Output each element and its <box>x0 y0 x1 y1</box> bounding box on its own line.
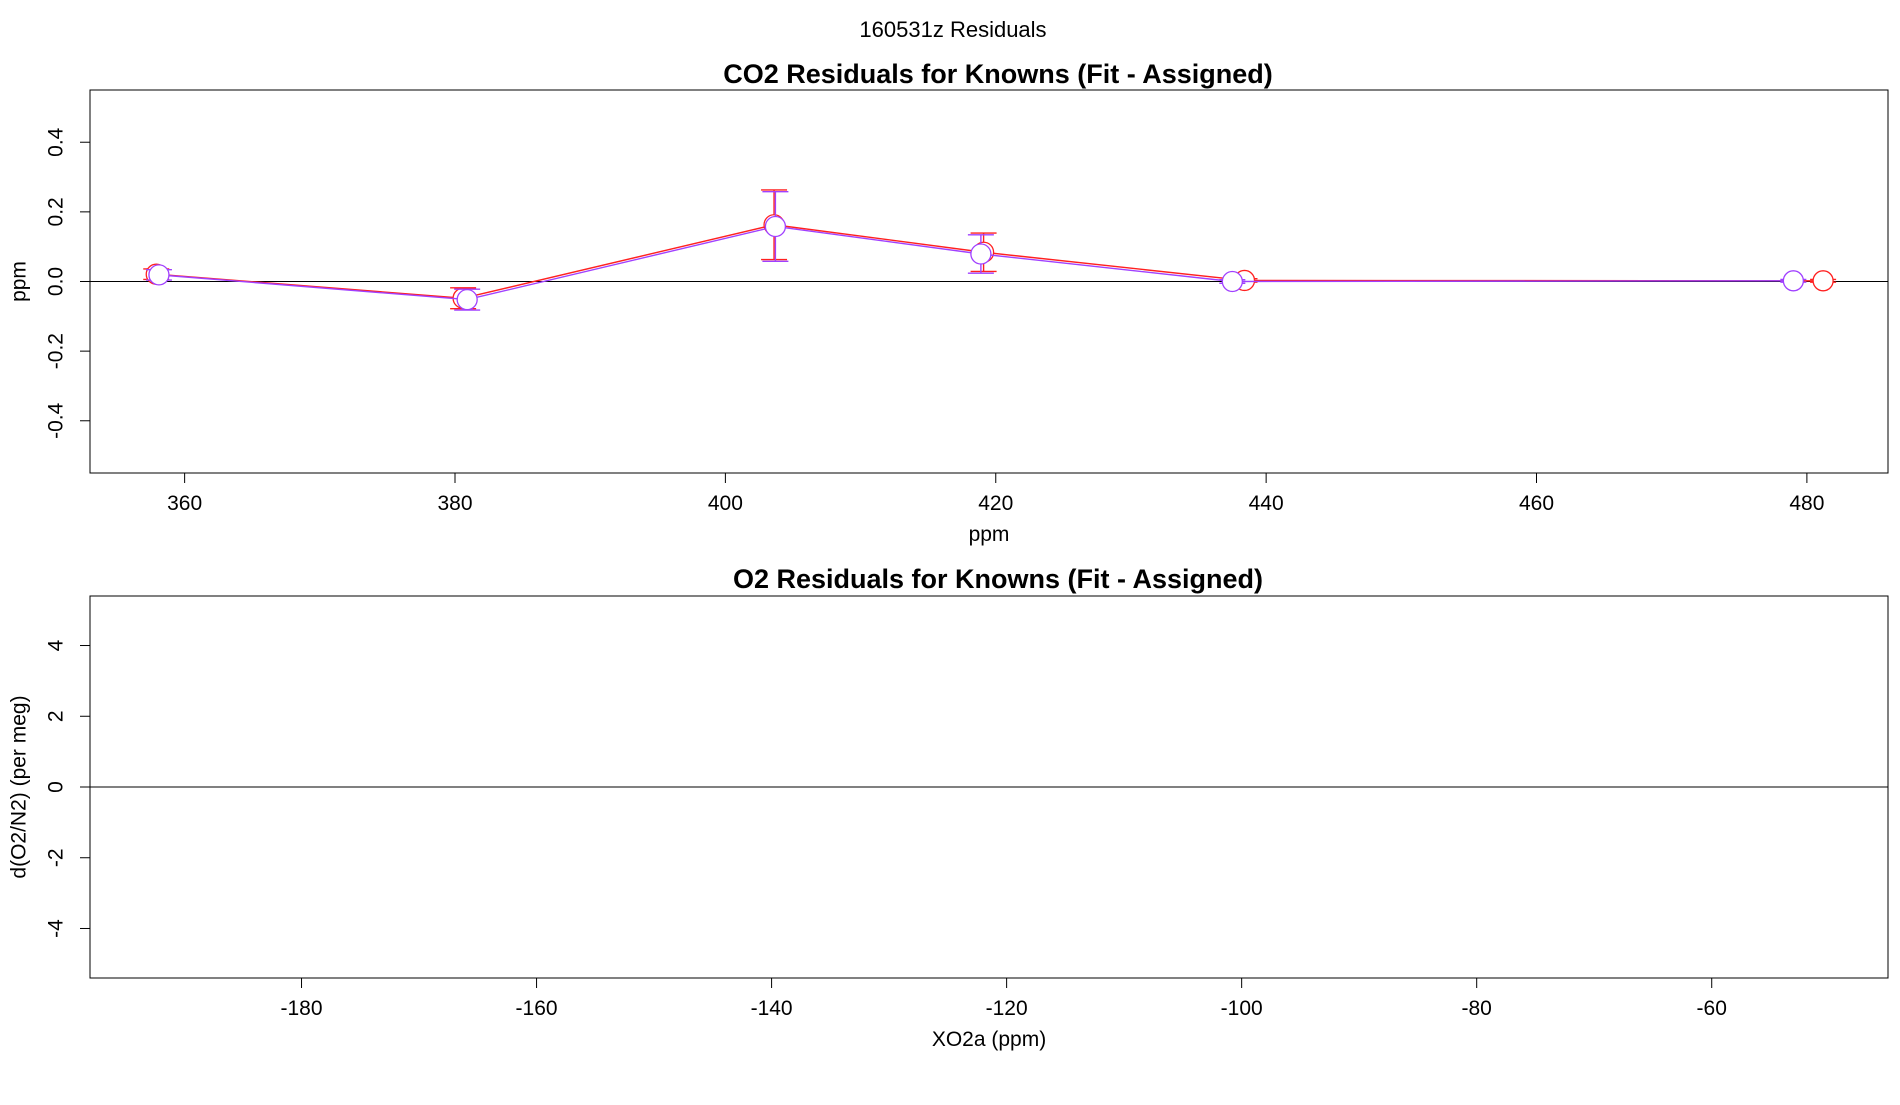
co2-x-axis: 360 380 400 420 440 460 480 <box>167 473 1824 515</box>
co2-x-tick-label: 380 <box>437 492 472 515</box>
o2-y-tick-label: 2 <box>45 710 68 722</box>
co2-y-tick-label: -0.4 <box>45 402 68 439</box>
o2-y-tick-label: 0 <box>45 781 68 793</box>
co2-x-tick-label: 440 <box>1249 492 1284 515</box>
o2-y-tick-label: -2 <box>45 848 68 867</box>
co2-y-tick-label: 0.4 <box>45 127 68 157</box>
co2-x-tick-label: 400 <box>708 492 743 515</box>
o2-x-tick-label: -160 <box>516 997 558 1020</box>
o2-x-tick-label: -140 <box>751 997 793 1020</box>
page-title: 160531z Residuals <box>859 17 1046 42</box>
co2-data-point <box>764 215 787 238</box>
o2-x-tick-label: -60 <box>1697 997 1727 1020</box>
co2-x-tick-label: 360 <box>167 492 202 515</box>
co2-data-point <box>1812 270 1834 292</box>
co2-y-tick-label: -0.2 <box>45 333 68 369</box>
o2-x-axis-label: XO2a (ppm) <box>932 1028 1046 1051</box>
co2-x-tick-label: 460 <box>1519 492 1554 515</box>
co2-data-point <box>1782 270 1805 292</box>
co2-data-point <box>456 288 478 311</box>
o2-y-tick-label: 4 <box>45 639 68 651</box>
co2-data-point <box>1221 270 1243 293</box>
co2-data-point <box>970 243 992 265</box>
co2-x-axis-label: ppm <box>969 523 1010 546</box>
co2-series-line <box>156 224 1824 299</box>
o2-residuals-panel: O2 Residuals for Knowns (Fit - Assigned)… <box>8 564 1889 1051</box>
o2-x-tick-label: -100 <box>1221 997 1263 1020</box>
co2-x-tick-label: 480 <box>1789 492 1824 515</box>
co2-residuals-panel: CO2 Residuals for Knowns (Fit - Assigned… <box>8 59 1889 546</box>
co2-series-line <box>158 225 1794 301</box>
o2-x-tick-label: -180 <box>281 997 323 1020</box>
co2-x-tick-label: 420 <box>978 492 1013 515</box>
co2-y-axis-label: ppm <box>8 261 31 302</box>
o2-y-axis-label: d(O2/N2) (per meg) <box>8 695 31 878</box>
o2-x-tick-label: -120 <box>986 997 1028 1020</box>
co2-y-tick-label: 0.0 <box>45 267 68 296</box>
o2-y-tick-label: -4 <box>45 919 68 938</box>
o2-chart-title: O2 Residuals for Knowns (Fit - Assigned) <box>733 564 1263 594</box>
co2-data-point <box>148 264 170 286</box>
co2-chart-title: CO2 Residuals for Knowns (Fit - Assigned… <box>723 59 1273 89</box>
co2-y-tick-label: 0.2 <box>45 197 68 226</box>
o2-x-tick-label: -80 <box>1462 997 1492 1020</box>
co2-y-axis: -0.4 -0.2 0.0 0.2 0.4 <box>45 127 90 439</box>
o2-x-axis: -180 -160 -140 -120 -100 -80 -60 <box>281 978 1727 1020</box>
o2-y-axis: -4 -2 0 2 4 <box>45 639 90 938</box>
co2-series-group <box>143 189 1837 311</box>
